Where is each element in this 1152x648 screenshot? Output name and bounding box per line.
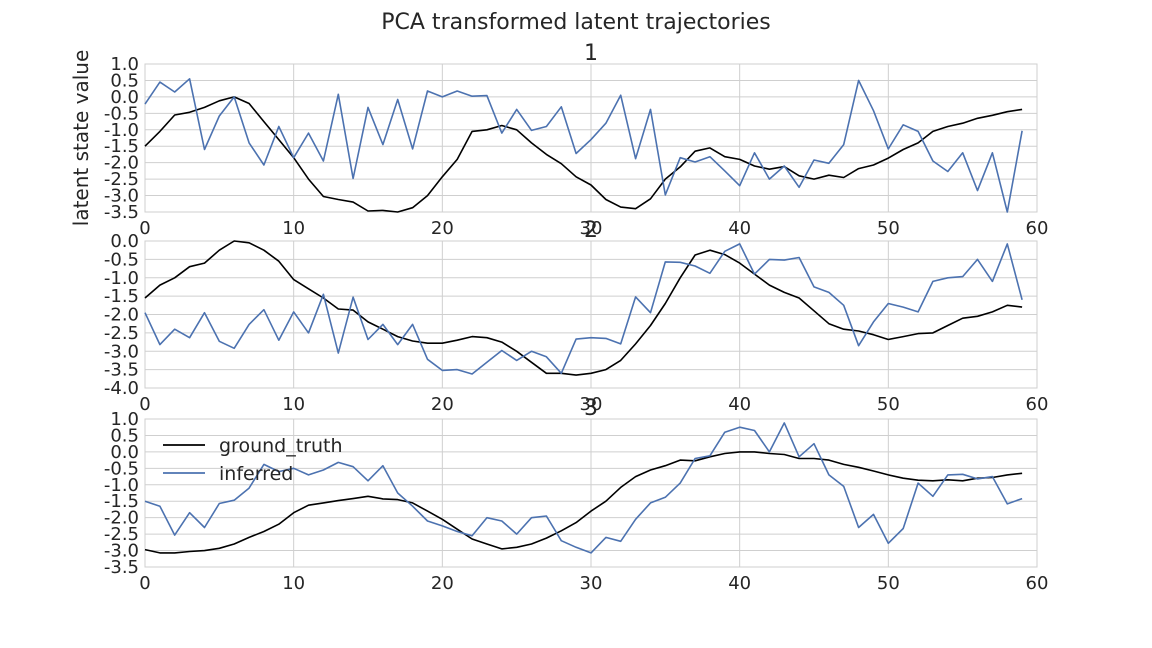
y-tick-label: -3.0 (104, 541, 139, 562)
y-tick-label: -1.5 (104, 491, 139, 512)
y-tick-label: -1.5 (104, 286, 139, 307)
y-tick-label: 1.0 (110, 409, 139, 430)
x-tick-label: 20 (431, 218, 454, 239)
y-tick-label: -3.0 (104, 341, 139, 362)
x-tick-label: 10 (282, 394, 305, 415)
x-tick-label: 0 (139, 394, 150, 415)
y-tick-label: 0.5 (110, 70, 139, 91)
series-line-ground-truth (144, 240, 1023, 376)
y-tick-label: -1.5 (104, 136, 139, 157)
subplot-1: 0 10 20 30 40 50 60 -3.5-3.0-2.5-2.0-1.5-1.0-0.… (69, 41, 1048, 239)
subplot-title: 3 (584, 396, 598, 421)
x-tick-label: 60 (1026, 394, 1049, 415)
y-tick-label: -2.5 (104, 524, 139, 545)
x-tick-label: 20 (431, 394, 454, 415)
legend-label-inferred: inferred (219, 463, 293, 485)
y-tick-label: -2.5 (104, 169, 139, 190)
x-tick-label: 60 (1026, 573, 1049, 594)
subplot-title: 1 (584, 41, 598, 66)
subplot-2: 0 10 20 30 40 50 60-4.0-3.5-3.0-2.5-2.0-1.5-1.… (104, 218, 1049, 415)
x-tick-label: 10 (282, 573, 305, 594)
y-tick-label: -1.0 (104, 475, 139, 496)
y-tick-label: -0.5 (104, 249, 139, 270)
subplot-3: 0 10 20 30 40 50 60-3.5-3.0-2.5-2.0-1.5-1.0-0.… (104, 396, 1049, 594)
subplots: 0 10 20 30 40 50 60-3.5-3.0-2.5-2.0-1.5-1.0-0.… (69, 41, 1048, 594)
y-tick-label: 0.0 (110, 231, 139, 252)
series-line-ground-truth (144, 96, 1023, 213)
y-tick-label: -2.0 (104, 153, 139, 174)
y-tick-label: 0.0 (110, 87, 139, 108)
y-tick-label: -3.5 (104, 360, 139, 381)
series-line-inferred (144, 243, 1023, 375)
plot-frame (144, 63, 1038, 213)
y-tick-label: -1.0 (104, 268, 139, 289)
x-tick-label: 40 (728, 394, 751, 415)
x-tick-label: 20 (431, 573, 454, 594)
y-tick-label: -2.0 (104, 508, 139, 529)
series-line-inferred (144, 78, 1023, 213)
x-tick-label: 50 (877, 394, 900, 415)
plot-frame (144, 418, 1038, 568)
legend: ground_truth inferred (163, 435, 343, 485)
x-tick-label: 0 (139, 573, 150, 594)
x-tick-label: 10 (282, 218, 305, 239)
x-tick-label: 50 (877, 573, 900, 594)
y-tick-label: 0.0 (110, 442, 139, 463)
x-tick-label: 60 (1026, 218, 1049, 239)
series-line-inferred (144, 422, 1023, 554)
y-tick-label: -0.5 (104, 458, 139, 479)
y-tick-label: 1.0 (110, 54, 139, 75)
y-axis-label: latent state value (69, 50, 93, 226)
y-tick-label: -3.5 (104, 202, 139, 223)
subplot-title: 2 (584, 218, 598, 243)
x-tick-label: 30 (580, 218, 603, 239)
x-tick-label: 40 (728, 218, 751, 239)
x-tick-label: 30 (580, 394, 603, 415)
figure-title: PCA transformed latent trajectories (381, 10, 770, 35)
series-line-ground-truth (144, 451, 1023, 554)
y-tick-label: -2.5 (104, 323, 139, 344)
x-tick-label: 30 (580, 573, 603, 594)
y-tick-label: -1.0 (104, 120, 139, 141)
y-tick-label: 0.5 (110, 425, 139, 446)
x-tick-label: 40 (728, 573, 751, 594)
legend-label-ground-truth: ground_truth (219, 435, 343, 457)
x-tick-label: 50 (877, 218, 900, 239)
y-tick-label: -3.0 (104, 186, 139, 207)
y-tick-label: -2.0 (104, 305, 139, 326)
y-tick-label: -0.5 (104, 103, 139, 124)
y-tick-label: -4.0 (104, 378, 139, 399)
y-tick-label: -3.5 (104, 557, 139, 578)
x-tick-label: 0 (139, 218, 150, 239)
